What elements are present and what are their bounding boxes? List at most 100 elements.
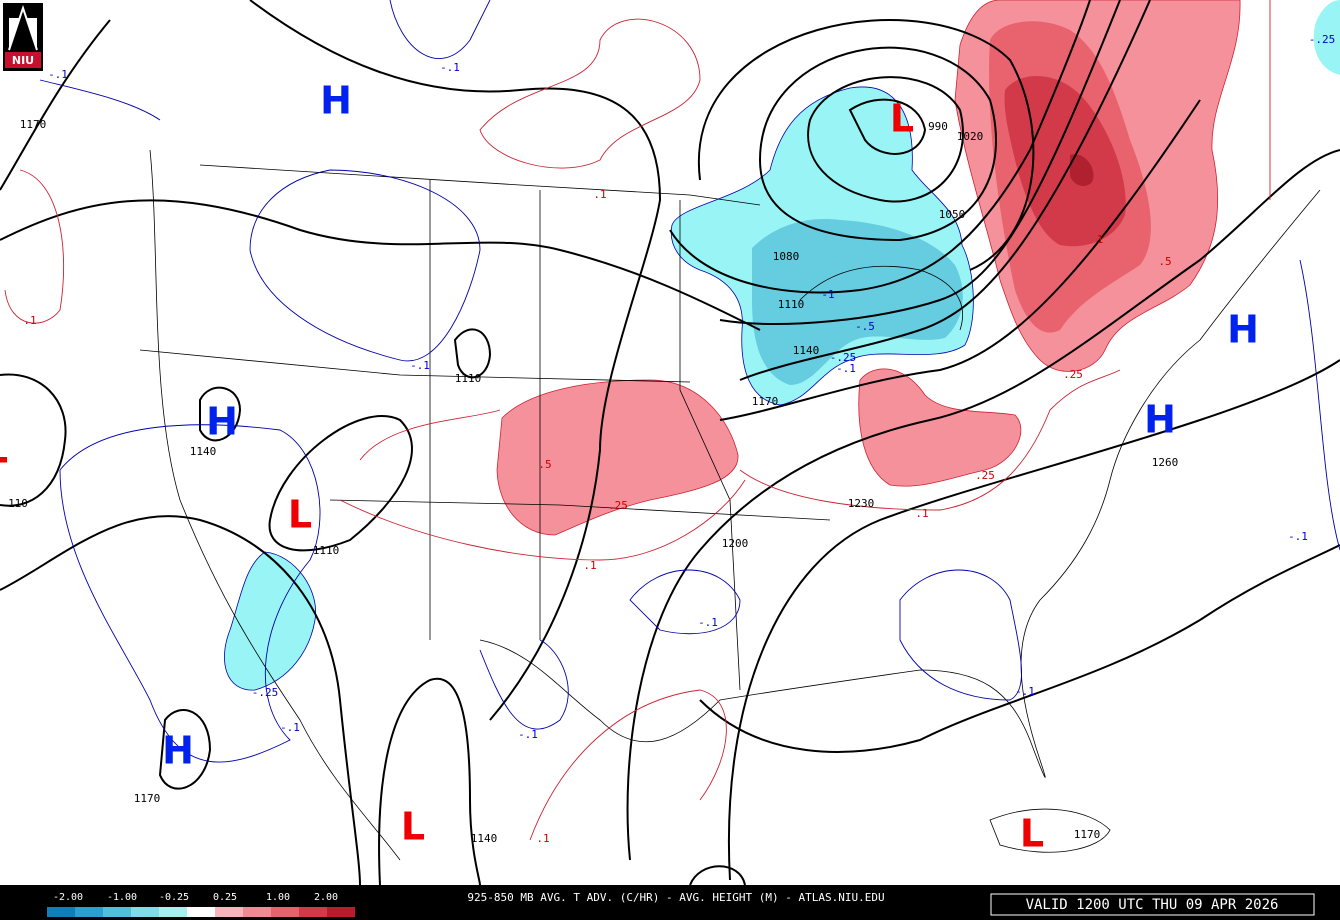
height-label: 1170 (1074, 828, 1101, 841)
colorbar-label: 2.00 (314, 892, 338, 903)
height-label: 1140 (190, 445, 217, 458)
height-label: 1230 (848, 497, 875, 510)
height-contour (689, 865, 746, 886)
advection-contours (4, 0, 1340, 841)
low-center: L (288, 493, 312, 537)
colorbar-swatch (47, 907, 75, 917)
coastline (149, 149, 401, 861)
cold-advection-label: -.1 (518, 728, 538, 741)
height-label: 110 (8, 497, 28, 510)
logo-band (5, 52, 41, 68)
cold-region (1313, 0, 1340, 75)
cold-advection-label: -1 (821, 288, 834, 301)
warm-contour (4, 169, 65, 324)
height-contour (249, 0, 662, 721)
height-contour (453, 328, 492, 379)
colorbar-swatch (75, 907, 103, 917)
colorbar-swatch (131, 907, 159, 917)
height-label: 1170 (134, 792, 161, 805)
island-outline (989, 808, 1111, 853)
height-label: 1050 (939, 208, 966, 221)
cold-advection-label: -.1 (48, 68, 68, 81)
colorbar-swatch (103, 907, 131, 917)
colorbar-swatch (327, 907, 355, 917)
height-label: 1110 (313, 544, 340, 557)
lake-outline (799, 265, 963, 331)
cold-advection-label: -.1 (410, 359, 430, 372)
low-center: L (890, 97, 914, 141)
height-contour (158, 709, 212, 790)
cold-advection-label: -.1 (440, 61, 460, 74)
height-contour (268, 415, 413, 552)
cold-contour (479, 639, 569, 730)
height-contour (699, 544, 1340, 753)
logo-text: NIU (12, 54, 34, 67)
warm-advection-label: .1 (593, 188, 606, 201)
coastline (479, 189, 1321, 778)
height-contour (807, 76, 964, 203)
valid-box (990, 893, 1315, 916)
height-contour (719, 0, 1121, 325)
high-center: H (1144, 398, 1176, 442)
height-contours (0, 0, 1340, 886)
colorbar-swatch (215, 907, 243, 917)
colorbar-label: 1.00 (266, 892, 290, 903)
high-center: H (162, 729, 194, 773)
height-contour (739, 0, 1151, 381)
warm-contour (339, 479, 746, 561)
cold-contour (899, 569, 1022, 701)
valid-time: VALID 1200 UTC THU 09 APR 2026 (1026, 897, 1279, 913)
warm-contour (479, 18, 701, 169)
low-center: L (401, 805, 425, 849)
height-contour (697, 19, 1035, 271)
map-labels: H H H H H L L L L L 1170 1110 1140 110 1110 1170 1140 990… (0, 33, 1335, 856)
warm-region (858, 368, 1022, 487)
cold-advection-label: -.1 (698, 616, 718, 629)
warm-advection-label: .1 (915, 507, 928, 520)
colorbar-label: -2.00 (53, 892, 83, 903)
low-center: L (1020, 812, 1044, 856)
height-contour (758, 46, 997, 242)
height-label: 1110 (455, 372, 482, 385)
cold-advection-label: -.1 (280, 721, 300, 734)
height-contour (848, 98, 927, 155)
cold-contour (59, 424, 321, 763)
height-label: 1140 (793, 344, 820, 357)
warm-advection-label: .1 (23, 314, 36, 327)
warm-advection-label: .25 (608, 499, 628, 512)
high-center: H (206, 400, 238, 444)
colorbar-swatch (159, 907, 187, 917)
high-center: H (320, 79, 352, 123)
state-line (329, 499, 831, 521)
height-contour (626, 149, 1340, 861)
high-center: H (1227, 308, 1259, 352)
warm-advection-shading (496, 0, 1241, 536)
height-contour (0, 19, 111, 191)
height-label: 1260 (1152, 456, 1179, 469)
cold-advection-label: -.25 (252, 686, 279, 699)
colorbar-swatch (299, 907, 327, 917)
cold-advection-label: -.25 (1309, 33, 1336, 46)
cold-advection-label: -.1 (836, 362, 856, 375)
warm-advection-label: .1 (583, 559, 596, 572)
colorbar-label: -0.25 (159, 892, 189, 903)
cold-advection-label: -.5 (855, 320, 875, 333)
height-contour (0, 515, 361, 886)
cold-advection-label: -.25 (830, 351, 857, 364)
colorbar-label: -1.00 (107, 892, 137, 903)
cold-contour (629, 569, 741, 635)
state-line (139, 349, 691, 383)
colorbar-label: 0.25 (213, 892, 237, 903)
cold-advection-shading (224, 0, 1340, 691)
warm-region-max (1070, 154, 1094, 186)
cold-contour (1299, 259, 1340, 551)
height-label: 990 (928, 120, 948, 133)
cold-advection-label: -.1 (1015, 685, 1035, 698)
border-line (199, 164, 761, 206)
colorbar: -2.00 -1.00 -0.25 0.25 1.00 2.00 (47, 892, 355, 917)
height-label: 1020 (957, 130, 984, 143)
height-label: 1080 (773, 250, 800, 263)
low-center: L (0, 428, 8, 472)
state-line (679, 200, 741, 691)
